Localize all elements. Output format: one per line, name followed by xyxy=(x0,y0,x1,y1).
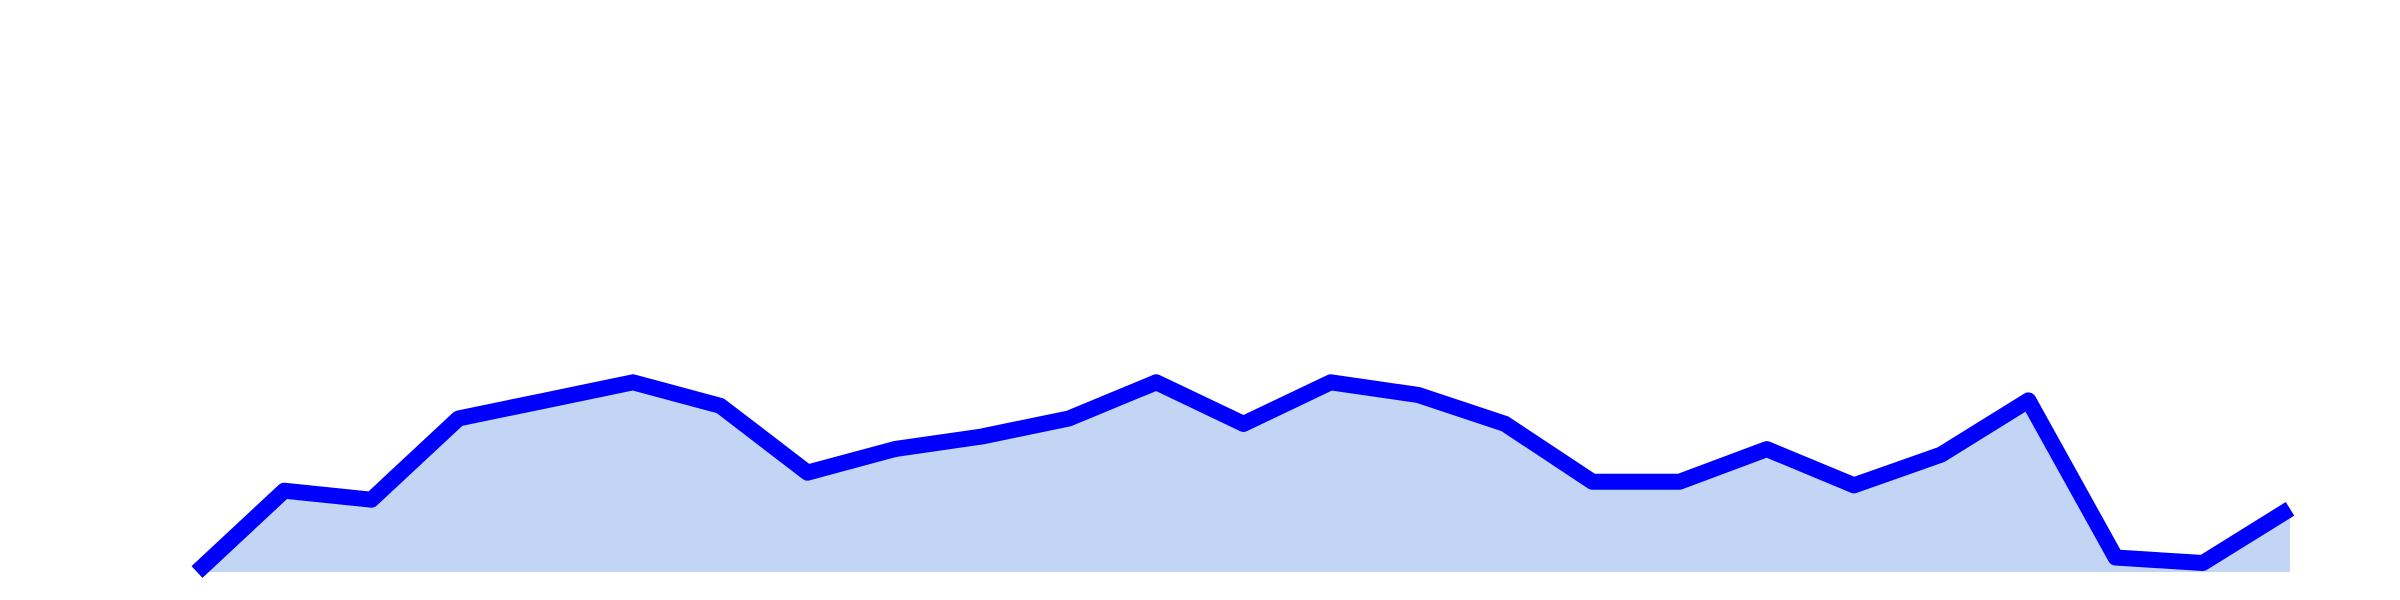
data-point-25 xyxy=(2287,506,2293,512)
series-line xyxy=(191,374,2295,578)
data-point-18 xyxy=(1677,479,1683,485)
data-point-17 xyxy=(1589,479,1595,485)
data-point-2 xyxy=(281,488,287,494)
data-point-12 xyxy=(1153,379,1159,385)
data-point-21 xyxy=(1938,452,1944,458)
data-point-4 xyxy=(456,415,462,421)
data-point-7 xyxy=(717,403,723,409)
data-point-20 xyxy=(1851,482,1857,488)
plot-area xyxy=(191,374,2295,578)
data-point-11 xyxy=(1066,415,1072,421)
data-point-23 xyxy=(2113,555,2119,561)
data-point-9 xyxy=(892,446,898,452)
data-point-16 xyxy=(1502,421,1508,427)
data-point-3 xyxy=(368,497,374,503)
data-point-10 xyxy=(979,434,985,440)
data-point-8 xyxy=(805,470,811,476)
data-point-13 xyxy=(1241,421,1247,427)
area-fill xyxy=(197,382,2290,572)
data-point-22 xyxy=(2025,397,2031,403)
data-point-5 xyxy=(543,397,549,403)
data-point-19 xyxy=(1764,446,1770,452)
data-point-14 xyxy=(1328,379,1334,385)
data-point-15 xyxy=(1415,392,1421,398)
data-point-24 xyxy=(2200,560,2206,566)
data-point-1 xyxy=(194,569,200,575)
data-point-6 xyxy=(630,379,636,385)
